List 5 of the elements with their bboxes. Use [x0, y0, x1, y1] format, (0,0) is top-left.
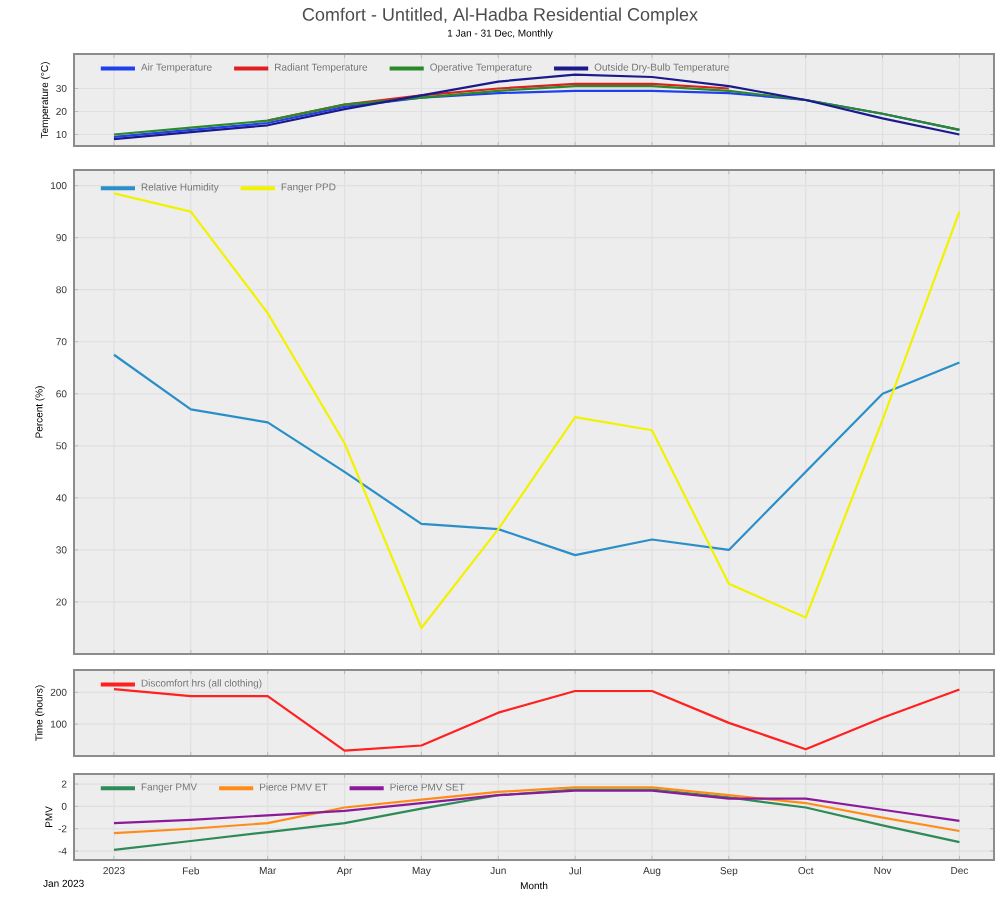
chart-title: Comfort - Untitled, Al-Hadba Residential Complex [302, 7, 698, 25]
line-series [112, 73, 961, 141]
line-series [112, 789, 961, 825]
line-series [112, 192, 961, 630]
line-series [112, 786, 961, 835]
